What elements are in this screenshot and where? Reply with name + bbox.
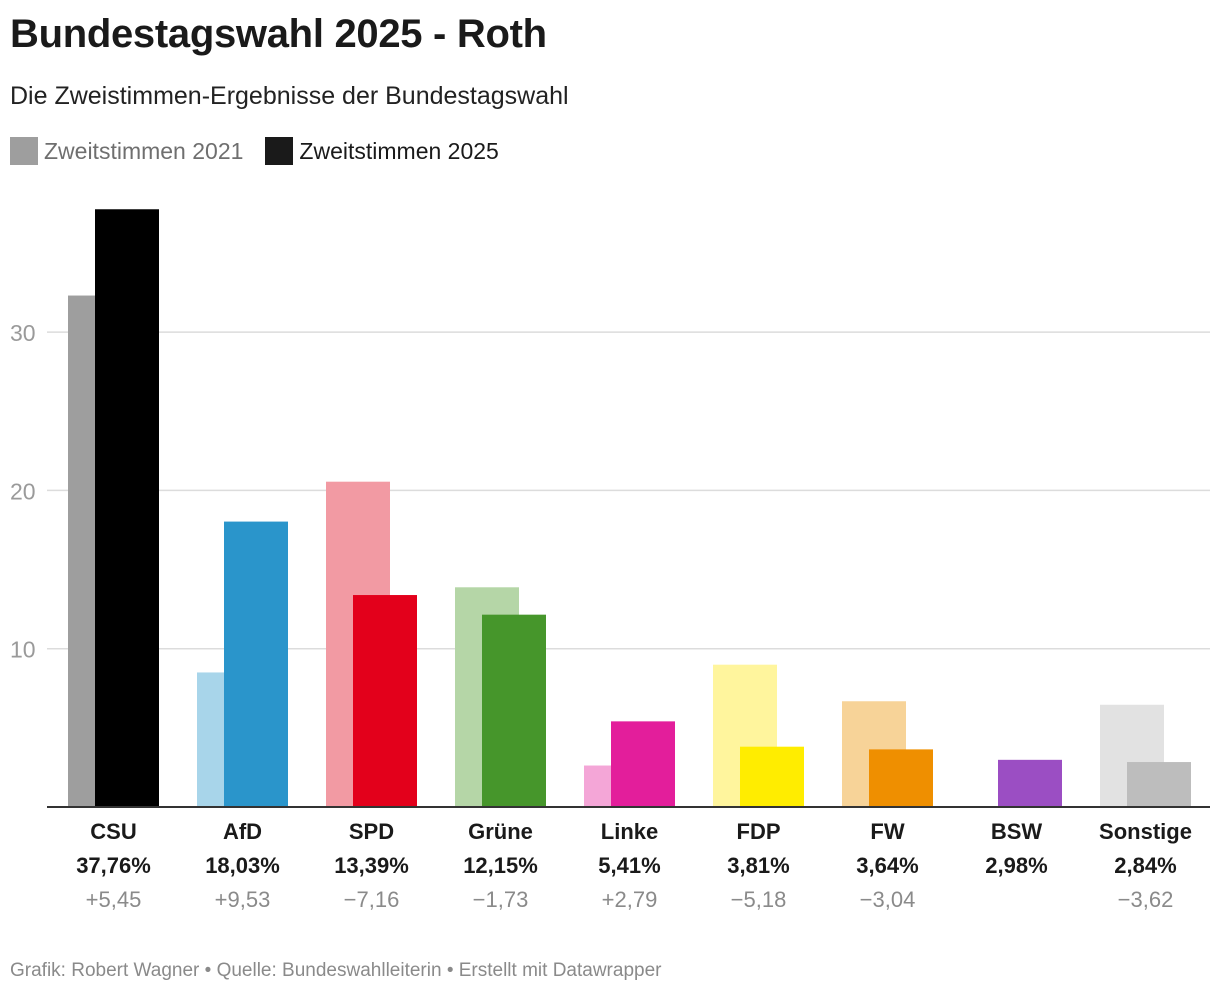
bar-2025-fw (869, 749, 933, 807)
change-label-csu: +5,45 (86, 887, 142, 912)
legend-item-2025: Zweitstimmen 2025 (265, 137, 499, 165)
change-label-gr-ne: −1,73 (473, 887, 529, 912)
value-label-linke: 5,41% (598, 853, 660, 878)
value-label-spd: 13,39% (334, 853, 409, 878)
legend: Zweitstimmen 2021 Zweitstimmen 2025 (10, 137, 521, 165)
x-tick-label-afd: AfD (223, 819, 262, 844)
chart-subtitle: Die Zweistimmen-Ergebnisse der Bundestag… (10, 82, 569, 110)
y-tick-label-10: 10 (10, 637, 36, 663)
change-label-linke: +2,79 (602, 887, 658, 912)
y-tick-label-20: 20 (10, 478, 36, 504)
x-tick-label-csu: CSU (90, 819, 136, 844)
value-label-sonstige: 2,84% (1114, 853, 1176, 878)
chart-title: Bundestagswahl 2025 - Roth (10, 12, 547, 56)
bar-2025-afd (224, 521, 288, 807)
legend-item-2021: Zweitstimmen 2021 (10, 137, 243, 165)
legend-swatch-2021 (10, 137, 38, 165)
value-label-gr-ne: 12,15% (463, 853, 538, 878)
x-tick-label-bsw: BSW (991, 819, 1043, 844)
value-label-fdp: 3,81% (727, 853, 789, 878)
change-label-spd: −7,16 (344, 887, 400, 912)
bar-2025-fdp (740, 746, 804, 807)
value-label-fw: 3,64% (856, 853, 918, 878)
value-label-afd: 18,03% (205, 853, 280, 878)
bar-2025-sonstige (1127, 762, 1191, 807)
change-label-sonstige: −3,62 (1118, 887, 1174, 912)
change-label-afd: +9,53 (215, 887, 271, 912)
value-label-bsw: 2,98% (985, 853, 1047, 878)
x-tick-label-sonstige: Sonstige (1099, 819, 1192, 844)
bar-2025-csu (95, 209, 159, 807)
change-label-fdp: −5,18 (731, 887, 787, 912)
legend-swatch-2025 (265, 137, 294, 165)
legend-label-2021: Zweitstimmen 2021 (44, 137, 244, 164)
value-label-csu: 37,76% (76, 853, 151, 878)
change-label-fw: −3,04 (860, 887, 916, 912)
chart-footer: Grafik: Robert Wagner • Quelle: Bundeswa… (10, 960, 662, 981)
bar-2025-bsw (998, 759, 1062, 807)
x-tick-label-spd: SPD (349, 819, 394, 844)
bar-2025-gr-ne (482, 614, 546, 807)
bar-2025-spd (353, 595, 417, 807)
y-tick-label-30: 30 (10, 320, 36, 346)
x-tick-label-fw: FW (870, 819, 904, 844)
x-tick-label-gr-ne: Grüne (468, 819, 533, 844)
legend-label-2025: Zweitstimmen 2025 (299, 137, 499, 164)
bar-2025-linke (611, 721, 675, 807)
x-tick-label-fdp: FDP (737, 819, 781, 844)
x-tick-label-linke: Linke (601, 819, 658, 844)
